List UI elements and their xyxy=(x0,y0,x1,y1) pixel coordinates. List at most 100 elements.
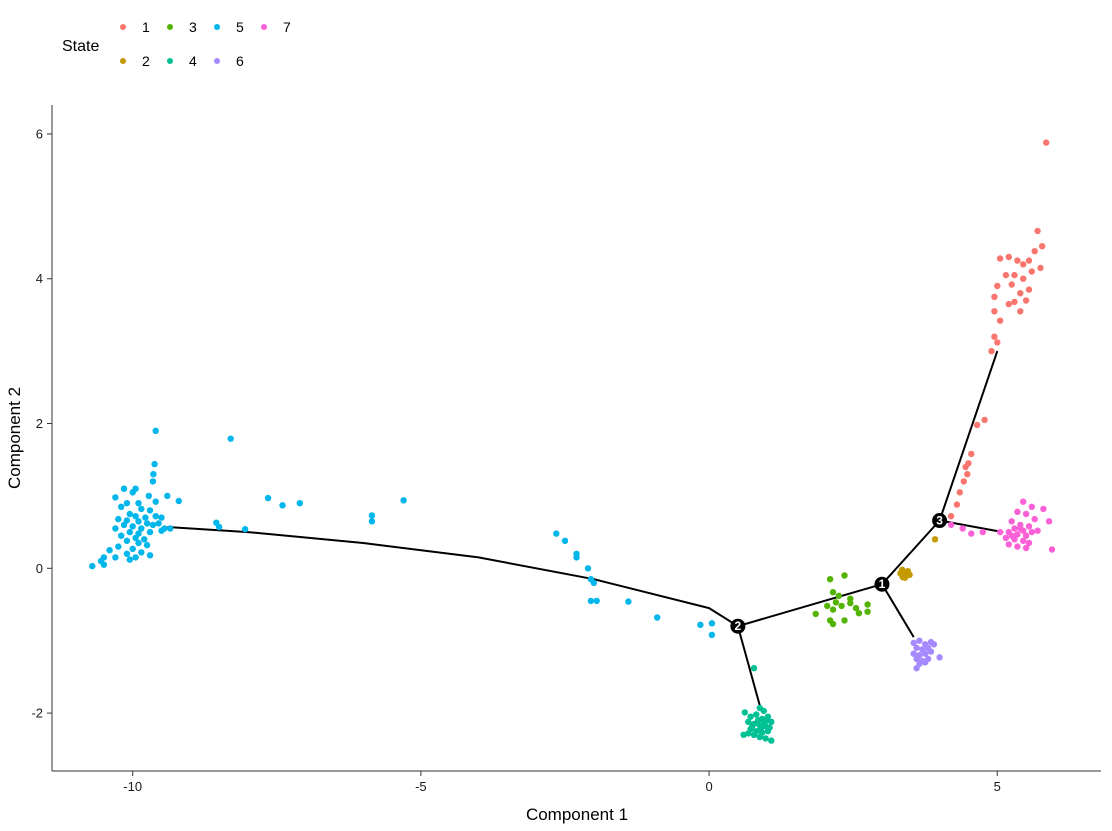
state-5-point xyxy=(241,526,249,533)
state-7-point xyxy=(1002,534,1010,542)
state-4-point xyxy=(760,707,767,715)
state-5-point xyxy=(625,598,632,605)
state-1-point xyxy=(1037,264,1044,272)
state-3-point xyxy=(864,601,871,608)
state-7-point xyxy=(1034,527,1041,534)
state-6-point xyxy=(936,654,943,661)
state-5-point xyxy=(590,579,597,586)
state-5-point xyxy=(654,614,661,621)
state-1-point xyxy=(1034,227,1041,235)
state-5-point xyxy=(279,502,286,509)
state-3-point xyxy=(829,620,837,628)
state-7-point xyxy=(1025,523,1033,530)
state-1-point xyxy=(991,308,998,315)
state-1-point xyxy=(947,513,955,520)
branch-point-label: 3 xyxy=(936,514,943,528)
branch-point-label: 2 xyxy=(735,619,742,633)
data-points xyxy=(89,139,1056,744)
state-7-point xyxy=(1022,532,1030,539)
state-7-point xyxy=(1020,498,1027,505)
branch-point-marker xyxy=(932,513,948,529)
state-4-point xyxy=(749,722,756,730)
state-5-point xyxy=(400,497,407,504)
state-5-point xyxy=(593,597,600,605)
state-5-point xyxy=(149,521,157,529)
state-4-point xyxy=(764,713,772,720)
state-1-point xyxy=(988,347,995,355)
branch-point-2: 2 xyxy=(730,618,746,634)
state-5-point xyxy=(129,545,136,552)
state-3-point xyxy=(829,606,837,613)
state-1-point xyxy=(991,293,998,300)
legend-label-7: 7 xyxy=(283,19,291,35)
state-7-point xyxy=(1031,515,1038,523)
state-5-point xyxy=(138,505,145,513)
x-tick-label: 0 xyxy=(705,779,712,794)
state-7-point xyxy=(1048,546,1056,553)
state-1-point xyxy=(1031,248,1038,255)
state-1-point xyxy=(994,339,1001,346)
state-6-point xyxy=(922,650,929,657)
state-3-point xyxy=(829,589,837,596)
state-1-point xyxy=(962,463,969,471)
legend: State 1 2 3 4 5 6 7 xyxy=(62,19,291,69)
state-5-point xyxy=(123,537,131,544)
state-5-point xyxy=(175,497,182,505)
state-1-point xyxy=(1011,271,1018,279)
state-4-point xyxy=(768,737,775,744)
state-4-point xyxy=(753,711,760,718)
y-tick-label: 6 xyxy=(36,126,43,141)
trajectory-segment xyxy=(736,625,762,710)
state-3-point xyxy=(835,592,842,599)
state-5-point xyxy=(152,513,159,520)
state-5-point xyxy=(368,512,376,519)
state-7-point xyxy=(1008,532,1015,539)
state-5-point xyxy=(135,539,142,547)
state-7-point xyxy=(1028,503,1036,510)
state-4-point xyxy=(754,717,762,724)
state-5-point xyxy=(115,515,122,523)
state-5-point xyxy=(227,435,234,442)
state-3-point xyxy=(841,572,848,579)
state-5-point xyxy=(129,489,136,496)
state-5-point xyxy=(132,554,139,561)
x-tick-label: -10 xyxy=(123,779,142,794)
state-1-point xyxy=(1043,139,1050,146)
state-5-point xyxy=(264,494,272,502)
legend-key-1 xyxy=(120,24,126,30)
state-7-point xyxy=(996,528,1004,536)
state-4-point xyxy=(750,665,758,672)
state-1-point xyxy=(1025,257,1033,264)
branch-point-marker xyxy=(730,618,746,634)
state-3-point xyxy=(832,599,840,606)
state-7-point xyxy=(968,530,975,537)
legend-key-7 xyxy=(261,24,267,30)
state-1-point xyxy=(996,255,1004,262)
legend-key-3 xyxy=(167,24,173,30)
state-3-point xyxy=(838,602,845,610)
state-6-point xyxy=(922,659,929,666)
state-1-point xyxy=(960,478,967,485)
state-1-point xyxy=(1022,297,1030,304)
trajectory-segment xyxy=(737,583,883,628)
state-3-point xyxy=(847,599,854,607)
state-7-point xyxy=(959,525,966,532)
x-tick-label: 5 xyxy=(994,779,1001,794)
state-7-point xyxy=(1014,531,1021,538)
state-5-point xyxy=(112,525,119,532)
state-1-point xyxy=(1017,308,1024,315)
state-1-point xyxy=(964,471,971,478)
trajectory-segment xyxy=(167,526,739,628)
legend-title: State xyxy=(62,38,99,55)
y-tick-label: 4 xyxy=(36,271,43,286)
y-tick-label: 0 xyxy=(36,561,43,576)
state-6-point xyxy=(913,644,920,652)
branch-point-label: 1 xyxy=(879,577,886,591)
state-4-point xyxy=(756,733,763,741)
state-6-point xyxy=(930,641,938,648)
branch-points: 1 2 3 xyxy=(730,513,948,634)
state-3-point xyxy=(855,610,863,617)
state-5-point xyxy=(697,621,704,628)
state-7-point xyxy=(1011,525,1018,532)
